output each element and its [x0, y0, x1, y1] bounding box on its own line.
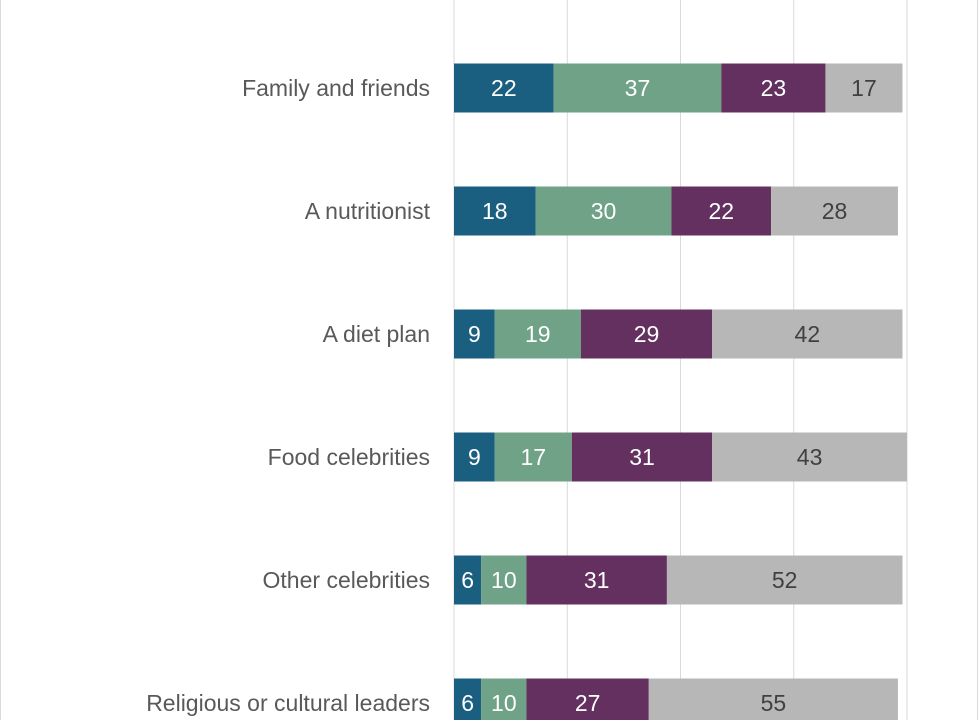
bar-segment	[535, 186, 672, 236]
category-labels: Family and friends A nutritionist A diet p…	[146, 75, 430, 716]
data-label: 6	[461, 567, 474, 593]
data-label: 42	[795, 321, 821, 347]
bar-segment	[712, 309, 903, 359]
data-label: 55	[761, 690, 787, 716]
data-label: 30	[591, 198, 617, 224]
data-label: 31	[629, 444, 655, 470]
bar-segment	[648, 678, 898, 720]
data-label: 37	[625, 75, 651, 101]
data-label: 23	[761, 75, 787, 101]
bar-segment	[454, 555, 482, 605]
bar-segment	[712, 432, 907, 482]
category-label: Other celebrities	[263, 567, 430, 593]
bar-segment	[526, 678, 649, 720]
data-label: 31	[584, 567, 610, 593]
data-label: 17	[851, 75, 877, 101]
bar-segment	[454, 678, 482, 720]
bar-segment	[481, 555, 527, 605]
category-label: A nutritionist	[305, 198, 431, 224]
data-label: 10	[491, 690, 517, 716]
data-label: 52	[772, 567, 798, 593]
bar-segment	[553, 63, 722, 113]
bar-segment	[526, 555, 667, 605]
bars: 22 37 23 17 18 30 22 28 9 19 29 42 9 17 31 43 6 10 31 52 6 10…	[454, 63, 907, 720]
bar-segment	[494, 309, 581, 359]
data-label: 10	[491, 567, 517, 593]
bar-segment	[721, 63, 826, 113]
bar-segment	[494, 432, 572, 482]
bar-segment	[454, 186, 536, 236]
bar-segment	[571, 432, 713, 482]
data-label: 18	[482, 198, 508, 224]
data-label: 9	[468, 444, 481, 470]
category-label: A diet plan	[323, 321, 430, 347]
bar-segment	[454, 63, 554, 113]
data-label: 17	[520, 444, 546, 470]
category-label: Food celebrities	[268, 444, 430, 470]
category-label: Religious or cultural leaders	[146, 690, 430, 716]
data-label: 28	[822, 198, 848, 224]
data-label: 19	[525, 321, 551, 347]
data-label: 43	[797, 444, 823, 470]
bar-segment	[454, 432, 495, 482]
bar-segment	[580, 309, 713, 359]
bar-segment	[825, 63, 903, 113]
bar-segment	[771, 186, 898, 236]
bar-segment	[671, 186, 772, 236]
data-label: 9	[468, 321, 481, 347]
data-label: 22	[491, 75, 517, 101]
category-label: Family and friends	[242, 75, 430, 101]
data-label: 27	[575, 690, 601, 716]
bar-segment	[481, 678, 527, 720]
data-label: 22	[708, 198, 734, 224]
bar-segment	[454, 309, 495, 359]
data-label: 6	[461, 690, 474, 716]
data-label: 29	[634, 321, 660, 347]
bar-segment	[666, 555, 903, 605]
